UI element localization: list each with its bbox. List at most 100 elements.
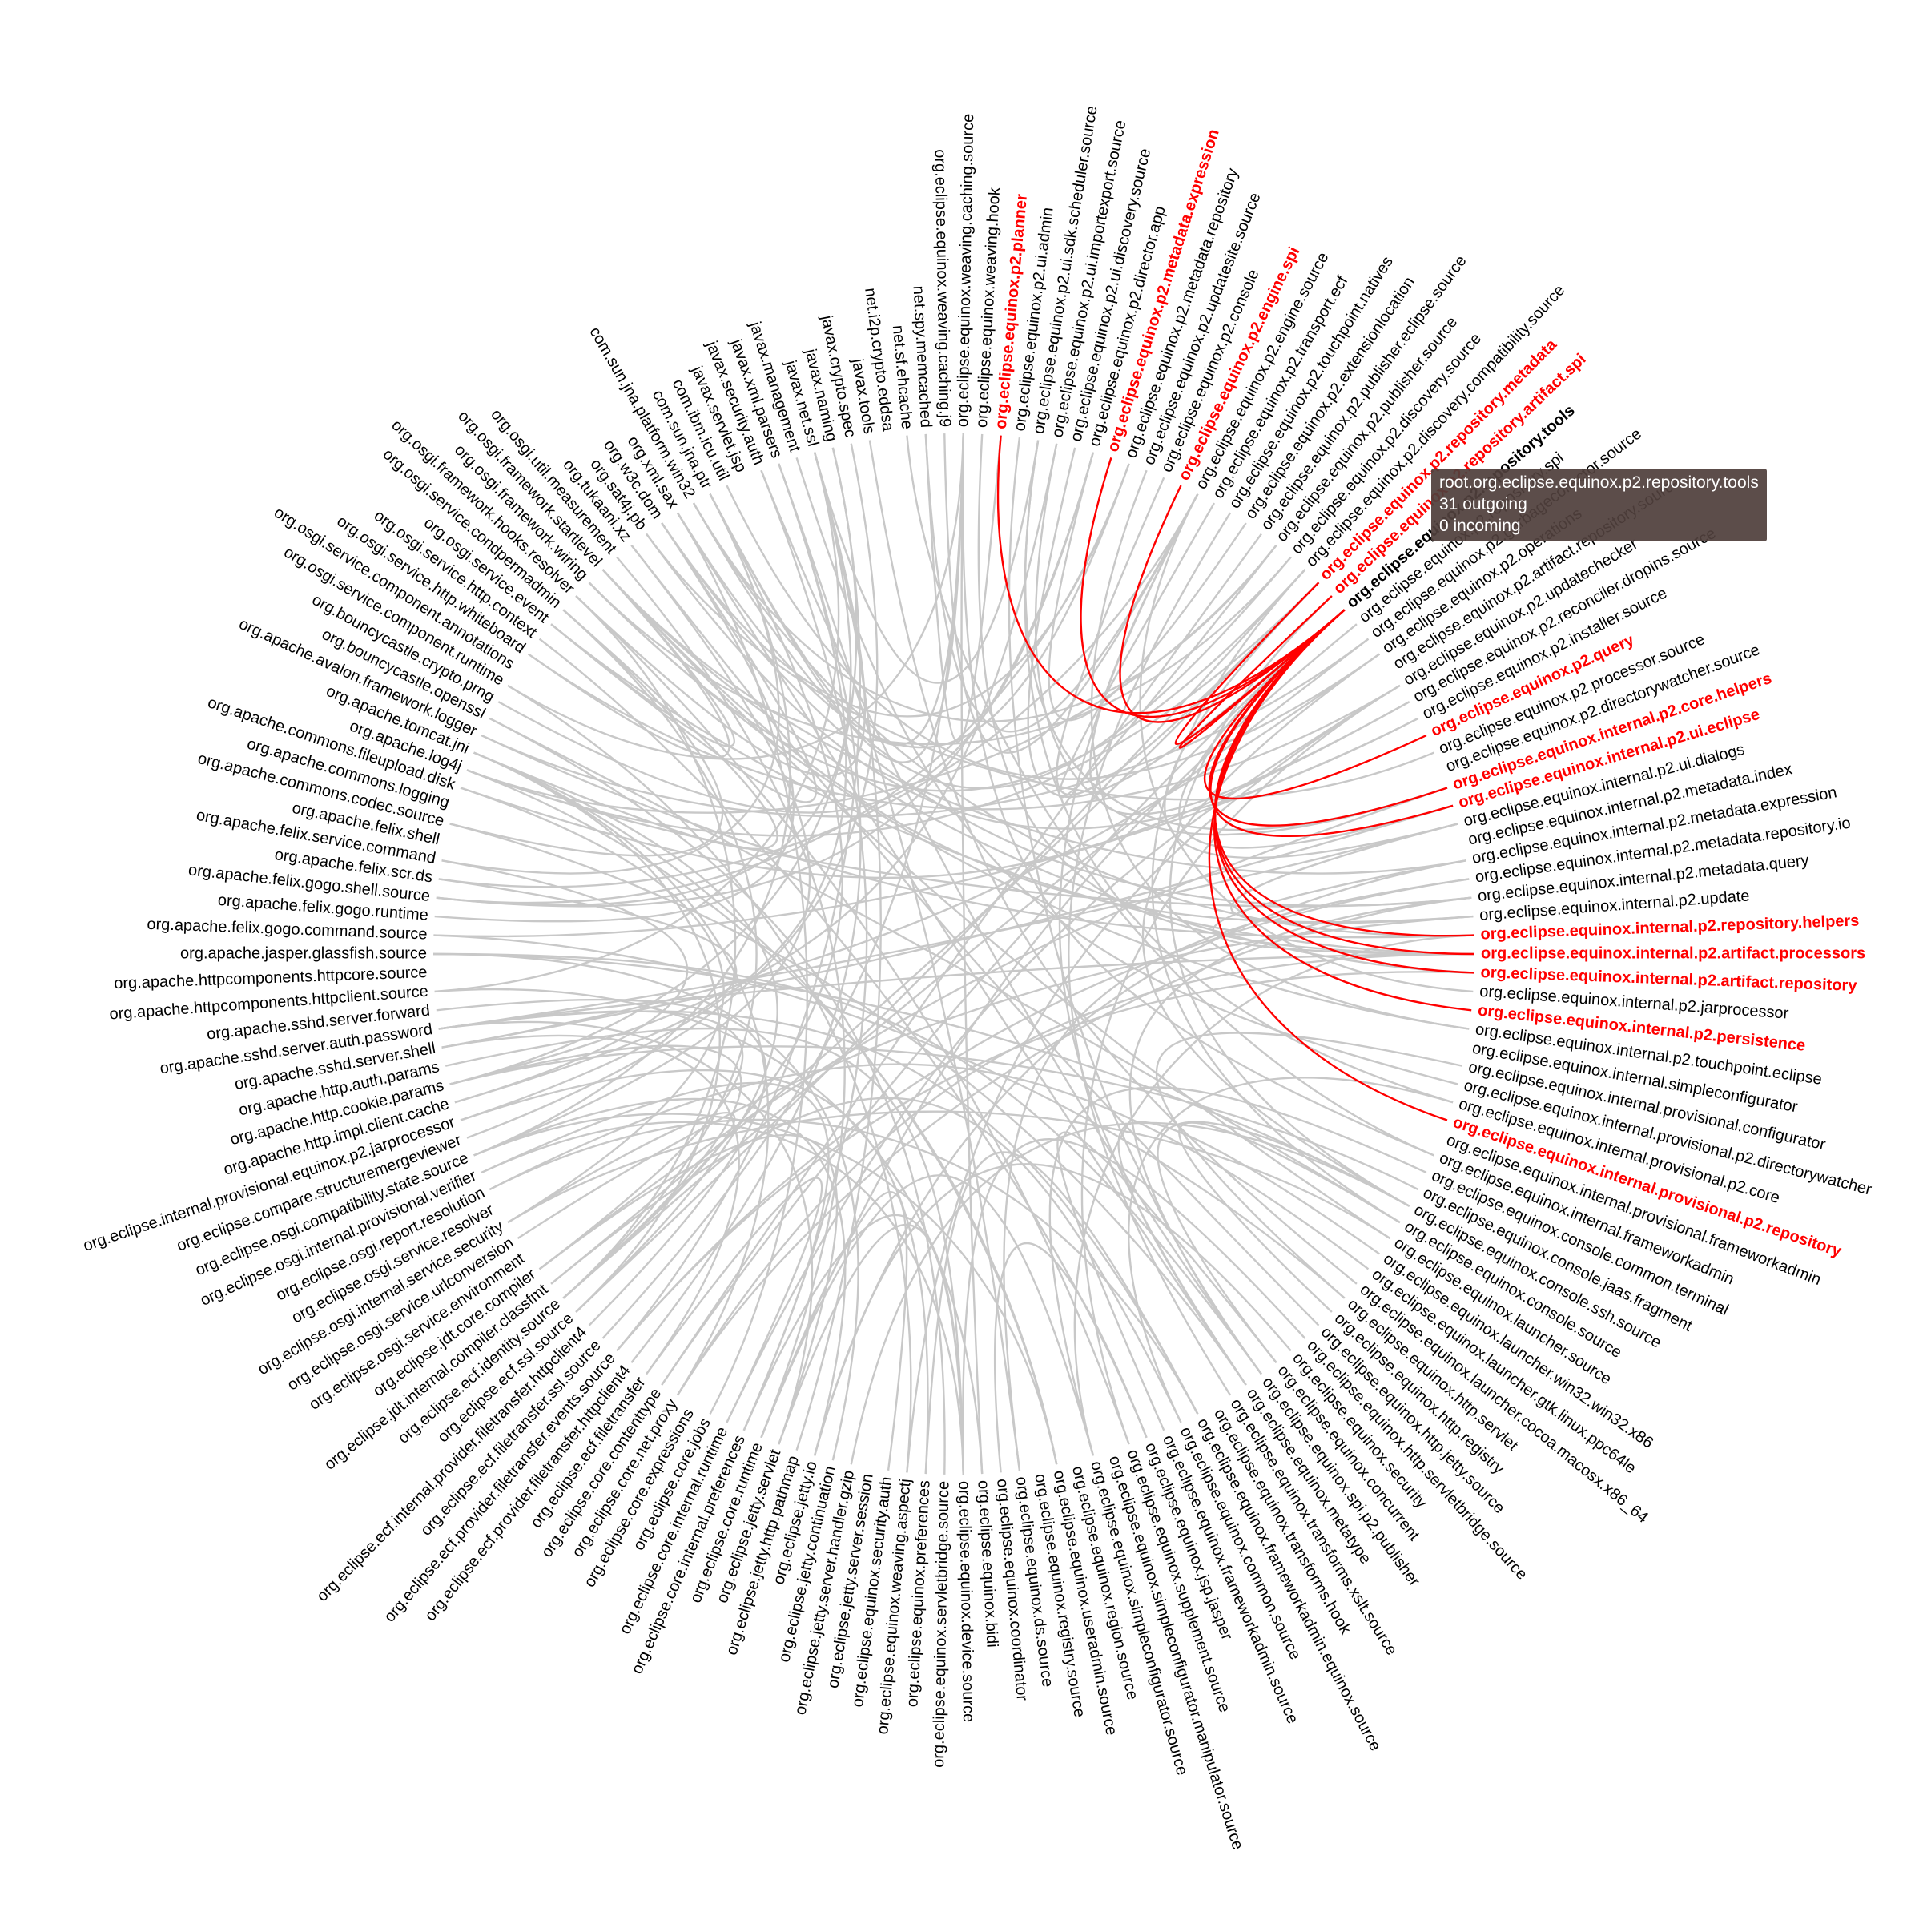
link bbox=[924, 433, 1002, 743]
link bbox=[661, 609, 1346, 1386]
link bbox=[616, 878, 1470, 1352]
link bbox=[489, 1063, 1370, 1270]
link bbox=[432, 952, 1410, 1207]
link-highlight bbox=[1213, 609, 1472, 1012]
link bbox=[460, 463, 847, 1121]
link bbox=[473, 751, 778, 1313]
link bbox=[497, 452, 1095, 814]
link bbox=[1048, 1086, 1427, 1456]
link bbox=[466, 582, 1320, 837]
link bbox=[575, 569, 1306, 1313]
link bbox=[742, 1214, 964, 1475]
link bbox=[646, 1177, 823, 1423]
link bbox=[1155, 1032, 1463, 1299]
link bbox=[434, 988, 984, 1475]
link bbox=[676, 512, 1247, 1386]
link bbox=[473, 609, 778, 851]
link bbox=[742, 469, 868, 1431]
tooltip-line: root.org.eclipse.equinox.p2.repository.t… bbox=[1439, 473, 1759, 492]
link bbox=[449, 1045, 1419, 1191]
link bbox=[1003, 878, 1470, 1471]
node-label[interactable]: org.eclipse.equinox.servletbridge.source bbox=[930, 1481, 952, 1768]
link bbox=[489, 717, 946, 1475]
link bbox=[1117, 1121, 1381, 1386]
link bbox=[575, 595, 1130, 1445]
link bbox=[646, 533, 1434, 801]
link bbox=[1157, 1121, 1410, 1364]
link bbox=[466, 544, 1277, 814]
link bbox=[616, 971, 1474, 1352]
link bbox=[676, 463, 1130, 749]
link bbox=[676, 896, 1472, 1396]
node-label[interactable]: org.eclipse.equinox.internal.p2.artifact… bbox=[1481, 944, 1865, 962]
link bbox=[438, 952, 1475, 1030]
link bbox=[601, 569, 1474, 974]
link bbox=[692, 502, 1474, 937]
link bbox=[1151, 569, 1401, 1224]
node-label[interactable]: org.eclipse.equinox.device.source bbox=[955, 1481, 977, 1723]
tooltip: root.org.eclipse.equinox.p2.repository.t… bbox=[1431, 469, 1767, 541]
link bbox=[1056, 1131, 1277, 1431]
link-highlight bbox=[1203, 609, 1427, 800]
link bbox=[473, 751, 770, 1396]
link bbox=[449, 823, 1247, 1386]
link bbox=[630, 463, 862, 1364]
link bbox=[1035, 443, 1448, 836]
node-label[interactable]: org.apache.jasper.glassfish.source bbox=[180, 944, 427, 962]
link bbox=[1169, 595, 1410, 1207]
link bbox=[1178, 1121, 1401, 1313]
link bbox=[1068, 512, 1232, 1396]
link bbox=[432, 952, 859, 1461]
link bbox=[449, 447, 858, 1085]
link bbox=[726, 485, 1381, 780]
link bbox=[433, 717, 1419, 938]
link bbox=[527, 653, 1401, 811]
link bbox=[1008, 437, 1262, 1375]
link bbox=[473, 751, 1058, 1465]
link-highlight bbox=[1178, 595, 1346, 749]
link bbox=[441, 1034, 740, 1375]
link bbox=[438, 1010, 744, 1270]
link bbox=[1048, 452, 1247, 722]
link bbox=[960, 433, 984, 1475]
node-label[interactable]: org.eclipse.equinox.weaving.caching.sour… bbox=[954, 114, 977, 428]
link bbox=[1230, 823, 1474, 924]
link bbox=[616, 556, 846, 1439]
link bbox=[1056, 477, 1320, 796]
link bbox=[692, 502, 1277, 722]
link bbox=[1139, 493, 1474, 993]
link bbox=[460, 1069, 929, 1475]
link bbox=[550, 1097, 1182, 1423]
link bbox=[438, 878, 738, 1104]
link bbox=[588, 556, 1292, 746]
link bbox=[813, 440, 1040, 684]
link bbox=[550, 522, 817, 803]
link-highlight bbox=[1080, 457, 1346, 718]
link bbox=[481, 1121, 964, 1475]
link bbox=[473, 1113, 1058, 1465]
link bbox=[1058, 502, 1277, 799]
link bbox=[460, 787, 725, 1224]
tooltip-line: 31 outgoing bbox=[1439, 495, 1527, 513]
link bbox=[962, 1138, 1306, 1475]
tooltip-line: 0 incoming bbox=[1439, 517, 1521, 535]
link bbox=[760, 469, 1262, 1375]
link bbox=[441, 653, 1381, 1049]
link bbox=[661, 533, 1262, 1386]
link bbox=[445, 1027, 964, 1475]
link bbox=[601, 569, 1474, 924]
node-label[interactable]: org.eclipse.equinox.weaving.caching.j9 bbox=[931, 149, 954, 427]
link-highlight bbox=[1119, 485, 1346, 723]
link bbox=[692, 502, 1292, 790]
link-highlight bbox=[996, 435, 1346, 714]
link bbox=[994, 1242, 1148, 1473]
link bbox=[489, 1118, 1199, 1415]
link bbox=[538, 1133, 839, 1445]
link bbox=[466, 443, 879, 1139]
link bbox=[795, 452, 882, 1451]
link bbox=[924, 433, 1199, 733]
link bbox=[507, 684, 912, 1473]
link bbox=[1178, 609, 1454, 849]
